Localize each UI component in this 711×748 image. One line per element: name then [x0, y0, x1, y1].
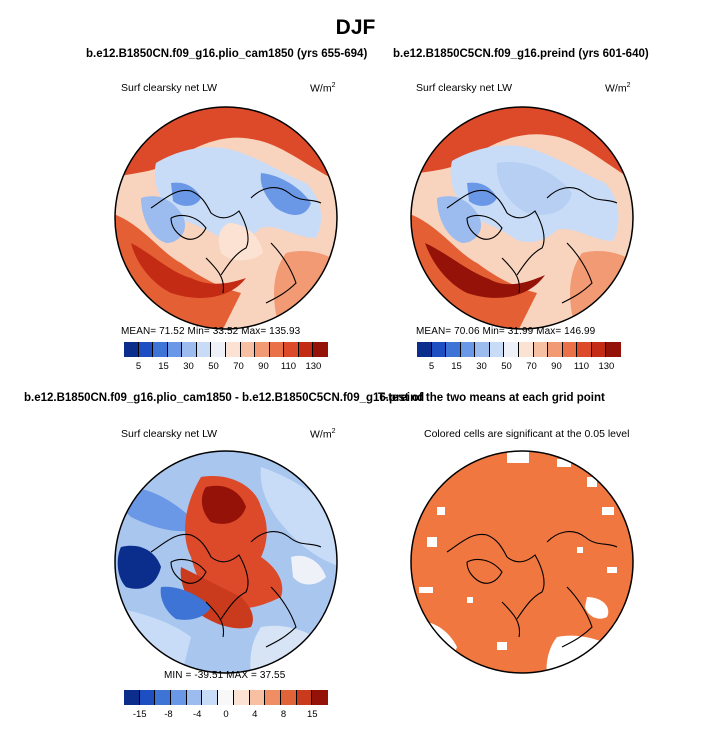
- colorbar-tick-label: 15: [158, 361, 169, 372]
- panel-4-note: Colored cells are significant at the 0.0…: [424, 428, 630, 440]
- panel-3-variable-label: Surf clearsky net LW: [121, 428, 218, 440]
- colorbar-cell: [313, 342, 328, 357]
- colorbar-tick-label: 0: [223, 709, 229, 720]
- colorbar-tick-label: 90: [258, 361, 269, 372]
- colorbar-cell: [284, 342, 299, 357]
- panel-2-polar-map: [410, 106, 634, 330]
- colorbar-cell: [138, 342, 154, 357]
- colorbar-cell: [475, 342, 490, 357]
- colorbar-cell: [196, 342, 212, 357]
- colorbar-tick-label: 110: [280, 361, 297, 372]
- colorbar-cell: [171, 690, 187, 705]
- colorbar-tick-label: 15: [451, 361, 462, 372]
- colorbar-tick-label: -4: [192, 709, 202, 720]
- colorbar-cell: [519, 342, 534, 357]
- panel-3-stats: MIN = -39.51 MAX = 37.55: [164, 670, 286, 681]
- colorbar-cell: [577, 342, 592, 357]
- colorbar-cell: [240, 342, 256, 357]
- colorbar-cell: [446, 342, 461, 357]
- colorbar-tick-label: 30: [476, 361, 487, 372]
- colorbar-tick-label: 50: [501, 361, 512, 372]
- colorbar-cell: [460, 342, 476, 357]
- colorbar-cell: [218, 690, 234, 705]
- colorbar-tick-label: 130: [305, 361, 322, 372]
- colorbar-tick-label: -8: [164, 709, 173, 720]
- panel-3-polar-map: [114, 450, 338, 674]
- colorbar-tick-label: 70: [526, 361, 537, 372]
- colorbar-cell: [548, 342, 563, 357]
- panel-1-polar-map: [114, 106, 338, 330]
- panel-4-polar-map: [410, 450, 634, 674]
- colorbar-cell: [606, 342, 621, 357]
- colorbar-cell: [533, 342, 549, 357]
- panel-2-title: b.e12.B1850C5CN.f09_g16.preind (yrs 601-…: [393, 48, 649, 60]
- colorbar-cell: [280, 690, 297, 705]
- colorbar-tick-label: 90: [551, 361, 562, 372]
- panel-4-title: T-test of the two means at each grid poi…: [378, 392, 605, 404]
- colorbar-tick-label: 30: [183, 361, 194, 372]
- colorbar-tick-label: 5: [428, 361, 435, 372]
- panel-3-title: b.e12.B1850CN.f09_g16.plio_cam1850 - b.e…: [24, 392, 425, 404]
- colorbar-tick-label: 110: [573, 361, 590, 372]
- colorbar-cell: [489, 342, 505, 357]
- colorbar-cell: [186, 690, 203, 705]
- colorbar-cell: [153, 342, 168, 357]
- colorbar-cell: [249, 690, 266, 705]
- colorbar-cell: [124, 342, 139, 357]
- colorbar-cell: [233, 690, 250, 705]
- colorbar-cell: [211, 342, 226, 357]
- colorbar-cell: [139, 690, 156, 705]
- colorbar-cell: [417, 342, 432, 357]
- colorbar-tick-label: 50: [208, 361, 219, 372]
- colorbar-tick-label: 130: [598, 361, 615, 372]
- panel-1-variable-label: Surf clearsky net LW: [121, 82, 218, 94]
- panel-1-title: b.e12.B1850CN.f09_g16.plio_cam1850 (yrs …: [86, 48, 368, 60]
- colorbar-cell: [124, 690, 140, 705]
- panel-1-units: W/m2: [310, 82, 336, 95]
- panel-3-units: W/m2: [310, 428, 336, 441]
- colorbar-cell: [591, 342, 607, 357]
- colorbar-cell: [298, 342, 314, 357]
- panel-2-stats: MEAN= 70.06 Min= 31.99 Max= 146.99: [416, 326, 596, 337]
- colorbar-cell: [269, 342, 285, 357]
- colorbar-cell: [155, 690, 172, 705]
- colorbar-cell: [182, 342, 197, 357]
- colorbar-tick-label: 5: [135, 361, 142, 372]
- colorbar-tick-label: 70: [233, 361, 244, 372]
- colorbar-cell: [255, 342, 270, 357]
- colorbar-cell: [167, 342, 183, 357]
- colorbar-tick-label: -15: [132, 709, 147, 720]
- colorbar-cell: [265, 690, 281, 705]
- panel-2-variable-label: Surf clearsky net LW: [416, 82, 513, 94]
- colorbar-cell: [312, 690, 328, 705]
- panel-1-stats: MEAN= 71.52 Min= 33.52 Max= 135.93: [121, 326, 301, 337]
- colorbar-tick-label: 4: [252, 709, 258, 720]
- panel-2-units: W/m2: [605, 82, 631, 95]
- colorbar-cell: [296, 690, 313, 705]
- colorbar-cell: [562, 342, 578, 357]
- colorbar-tick-label: 15: [307, 709, 318, 720]
- colorbar-cell: [504, 342, 519, 357]
- colorbar-tick-label: 8: [280, 709, 287, 720]
- colorbar-cell: [431, 342, 447, 357]
- figure-title: DJF: [335, 16, 376, 39]
- colorbar-cell: [226, 342, 241, 357]
- colorbar-cell: [202, 690, 219, 705]
